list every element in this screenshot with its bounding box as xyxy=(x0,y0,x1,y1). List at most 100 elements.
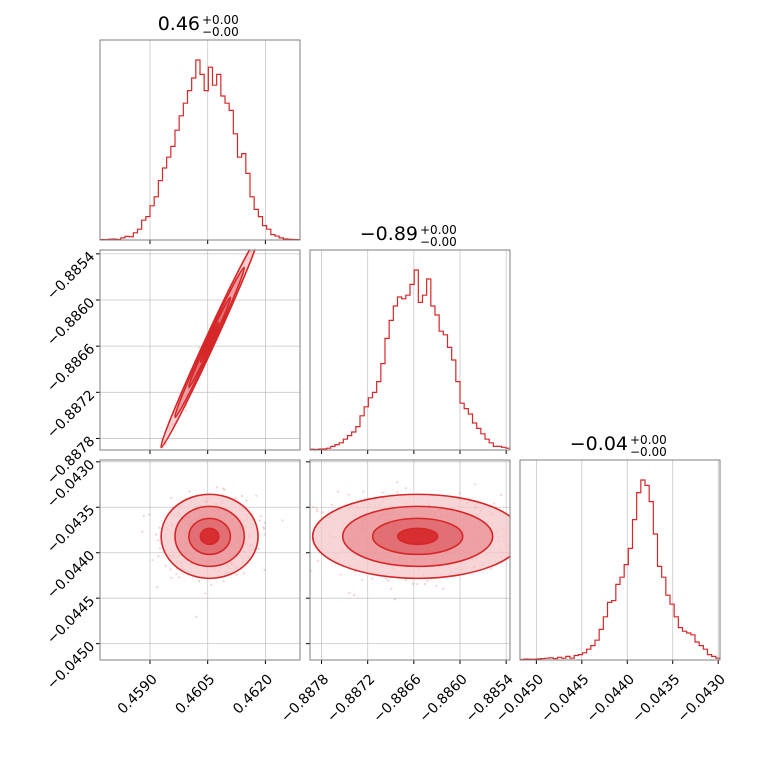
scatter-point xyxy=(353,593,356,597)
frame-hist-2 xyxy=(519,459,721,661)
hist-bin xyxy=(339,443,343,450)
scatter-point xyxy=(371,577,374,580)
hist-bin xyxy=(628,548,632,660)
hist-bin xyxy=(138,229,142,240)
scatter-point xyxy=(411,582,414,586)
hist-bin xyxy=(133,233,137,240)
hist-bin xyxy=(246,173,250,240)
scatter-point xyxy=(321,511,324,514)
density-contour-3 xyxy=(199,527,220,546)
scatter-point xyxy=(524,554,526,556)
scatter-point xyxy=(273,205,275,207)
hist-bin xyxy=(427,279,431,450)
scatter-point xyxy=(148,513,151,516)
hist-bin xyxy=(175,130,179,240)
scatter-point xyxy=(197,579,201,582)
grid-hist-2 xyxy=(535,460,719,664)
frame-2d-0-1 xyxy=(99,249,301,451)
hist-step-line-2 xyxy=(520,479,720,660)
scatter-point xyxy=(264,521,267,525)
scatter-0-2-marks xyxy=(141,486,284,618)
scatter-point xyxy=(312,505,315,509)
x-tick-label-param-1: −0.8878 xyxy=(278,671,332,725)
scatter-point xyxy=(330,503,334,506)
scatter-point xyxy=(315,510,319,513)
hist-bin xyxy=(242,154,246,240)
scatter-point xyxy=(281,519,284,522)
panel-hist-param-1: −0.89 +0.00 −0.00 xyxy=(309,223,511,454)
hist-bin xyxy=(443,335,447,450)
hist-bin xyxy=(393,306,397,450)
hist-1-marks xyxy=(310,269,510,450)
scatter-point xyxy=(164,443,167,446)
hist-bin xyxy=(225,103,229,240)
scatter-point xyxy=(263,568,266,572)
hist-bin xyxy=(481,434,485,450)
hist-bin xyxy=(188,91,192,240)
x-tick-label-param-2: −0.0430 xyxy=(675,671,729,725)
hist-bin xyxy=(217,74,221,240)
scatter-point xyxy=(204,592,207,595)
hist-bin xyxy=(267,229,271,240)
hist-bin xyxy=(670,604,674,660)
scatter-point xyxy=(534,542,536,544)
scatter-point xyxy=(257,547,260,550)
hist-bin xyxy=(687,633,691,660)
scatter-point xyxy=(128,509,130,511)
hist-bin xyxy=(254,209,258,240)
hist-bin xyxy=(360,416,364,450)
hist-bin xyxy=(653,534,657,660)
hist-bin xyxy=(233,134,237,240)
panel-2d-param-1-vs-2 xyxy=(267,459,556,664)
title-param-1-minus: −0.00 xyxy=(420,235,457,249)
scatter-point xyxy=(177,576,181,579)
frame-2d-0-2 xyxy=(99,459,301,661)
panel-2d-param-0-vs-2 xyxy=(96,459,301,664)
panel-hist-param-2: −0.04 +0.00 −0.00 xyxy=(519,433,721,664)
hist-bin xyxy=(150,206,154,240)
hist-bin xyxy=(373,392,377,450)
hist-bin xyxy=(439,331,443,450)
hist-bin xyxy=(348,436,352,450)
scatter-point xyxy=(157,555,160,558)
hist-bin xyxy=(335,445,339,450)
y-tick-label-param-1: −0.8854 xyxy=(44,249,98,303)
scatter-point xyxy=(188,490,191,493)
scatter-point xyxy=(305,545,307,547)
hist-bin xyxy=(591,646,595,660)
x-tick-label-param-1: −0.8866 xyxy=(370,671,424,725)
scatter-point xyxy=(158,454,160,456)
hist-bin xyxy=(125,236,129,240)
scatter-point xyxy=(267,527,269,529)
hist-bin xyxy=(633,520,637,660)
scatter-point xyxy=(263,527,266,530)
scatter-point xyxy=(198,346,201,349)
hist-bin xyxy=(352,432,356,450)
hist-bin xyxy=(179,116,183,240)
scatter-point xyxy=(158,526,161,529)
hist-bin xyxy=(649,502,653,660)
scatter-point xyxy=(524,556,526,558)
scatter-point xyxy=(473,483,477,486)
scatter-point xyxy=(255,494,258,497)
scatter-point xyxy=(234,496,237,500)
hist-bin xyxy=(163,168,167,240)
hist-bin xyxy=(498,446,502,450)
scatter-point xyxy=(336,490,340,493)
hist-bin xyxy=(708,655,712,660)
hist-bin xyxy=(146,217,150,240)
scatter-point xyxy=(435,584,438,587)
scatter-point xyxy=(554,542,556,544)
scatter-point xyxy=(384,577,388,580)
scatter-point xyxy=(426,579,429,583)
scatter-point xyxy=(156,586,159,589)
scatter-point xyxy=(547,557,549,559)
panel-hist-param-0: 0.46 +0.00 −0.00 xyxy=(99,13,301,244)
hist-bin xyxy=(213,85,217,240)
scatter-point xyxy=(169,496,173,500)
hist-bin xyxy=(464,409,468,450)
y-tick-label-param-1: −0.8860 xyxy=(44,295,98,349)
density-contour-3 xyxy=(396,527,439,546)
x-tick-label-param-1: −0.8872 xyxy=(324,671,378,725)
scatter-point xyxy=(222,580,225,583)
